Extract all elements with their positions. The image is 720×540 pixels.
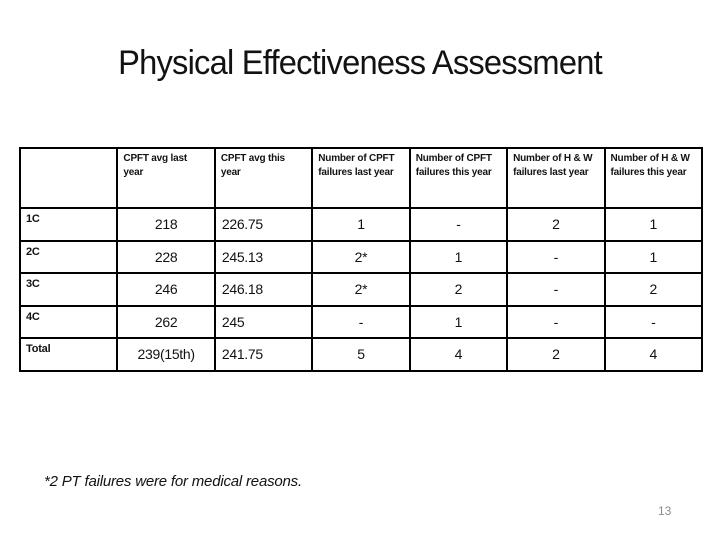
row-label: 1C bbox=[18, 207, 119, 242]
column-header-cpft-avg-last-year: CPFT avg last year bbox=[116, 147, 216, 209]
cell-value: 2 bbox=[408, 272, 509, 307]
cell-value: 218 bbox=[116, 207, 216, 242]
column-header-blank bbox=[18, 147, 119, 209]
column-header-cpft-avg-this-year: CPFT avg this year bbox=[213, 147, 314, 209]
cell-value: 239(15th) bbox=[116, 337, 216, 372]
cell-value: 245 bbox=[213, 304, 314, 339]
cell-value: 241.75 bbox=[213, 337, 314, 372]
slide-title: Physical Effectiveness Assessment bbox=[118, 44, 603, 82]
cell-value: 4 bbox=[408, 337, 509, 372]
cell-value: 1 bbox=[603, 207, 704, 242]
cell-value: 2 bbox=[603, 272, 704, 307]
footnote: *2 PT failures were for medical reasons. bbox=[44, 473, 302, 490]
column-header-hw-failures-this-year: Number of H & W failures this year bbox=[603, 147, 704, 209]
cell-value: 2 bbox=[506, 207, 606, 242]
table-row-3c: 3C 246 246.18 2* 2 - 2 bbox=[18, 272, 704, 307]
column-header-hw-failures-last-year: Number of H & W failures last year bbox=[506, 147, 606, 209]
column-header-cpft-failures-this-year: Number of CPFT failures this year bbox=[408, 147, 509, 209]
cell-value: 245.13 bbox=[213, 239, 314, 274]
cell-value: 4 bbox=[603, 337, 704, 372]
cell-value: 246 bbox=[116, 272, 216, 307]
cell-value: 1 bbox=[311, 207, 411, 242]
table-row-1c: 1C 218 226.75 1 - 2 1 bbox=[18, 207, 704, 242]
row-label: 2C bbox=[18, 239, 119, 274]
cell-value: 226.75 bbox=[213, 207, 314, 242]
cell-value: 2 bbox=[506, 337, 606, 372]
cell-value: 228 bbox=[116, 239, 216, 274]
cell-value: - bbox=[603, 304, 704, 339]
table-row-total: Total 239(15th) 241.75 5 4 2 4 bbox=[18, 337, 704, 372]
page-number: 13 bbox=[658, 504, 672, 518]
cell-value: - bbox=[506, 239, 606, 274]
cell-value: - bbox=[506, 304, 606, 339]
cell-value: 1 bbox=[603, 239, 704, 274]
cell-value: 1 bbox=[408, 304, 509, 339]
cell-value: 5 bbox=[311, 337, 411, 372]
cell-value: - bbox=[408, 207, 509, 242]
row-label: 4C bbox=[18, 304, 119, 339]
cell-value: 2* bbox=[311, 272, 411, 307]
column-header-cpft-failures-last-year: Number of CPFT failures last year bbox=[311, 147, 411, 209]
table-row-4c: 4C 262 245 - 1 - - bbox=[18, 304, 704, 339]
table-row-2c: 2C 228 245.13 2* 1 - 1 bbox=[18, 239, 704, 274]
assessment-table: CPFT avg last year CPFT avg this year Nu… bbox=[18, 147, 704, 372]
cell-value: 1 bbox=[408, 239, 509, 274]
cell-value: 246.18 bbox=[213, 272, 314, 307]
row-label: 3C bbox=[18, 272, 119, 307]
cell-value: 262 bbox=[116, 304, 216, 339]
cell-value: - bbox=[311, 304, 411, 339]
cell-value: - bbox=[506, 272, 606, 307]
cell-value: 2* bbox=[311, 239, 411, 274]
header-row: CPFT avg last year CPFT avg this year Nu… bbox=[18, 147, 704, 209]
row-label: Total bbox=[18, 337, 119, 372]
